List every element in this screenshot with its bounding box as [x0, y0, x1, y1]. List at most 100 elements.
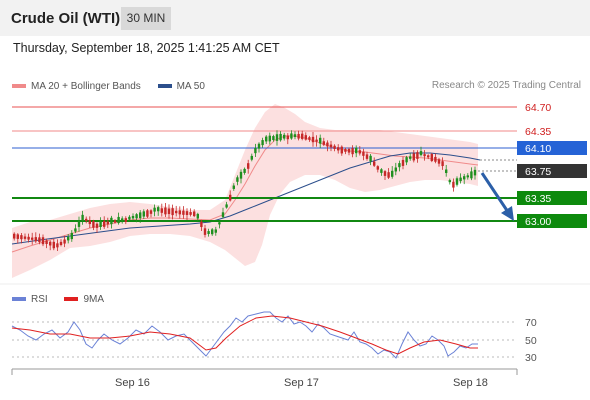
candle-body	[31, 237, 34, 240]
level-box-63-00	[517, 214, 587, 228]
candle-body	[286, 135, 289, 140]
candle-body	[409, 156, 412, 159]
candle-body	[337, 147, 340, 151]
candle-body	[470, 171, 473, 179]
candle-body	[347, 148, 351, 153]
candle-body	[236, 177, 239, 182]
candle-body	[160, 208, 163, 213]
candle-body	[149, 210, 153, 214]
rsi-panel: 70 50 30	[11, 311, 537, 364]
level-box-63-75	[517, 164, 587, 178]
instrument-title: Crude Oil (WTI)	[11, 10, 121, 27]
candle-body	[423, 154, 426, 157]
candle-body	[131, 215, 135, 219]
candle-body	[365, 154, 369, 159]
candle-body	[200, 221, 203, 228]
level-64-35: 64.35	[12, 126, 551, 138]
level-box-63-35	[517, 191, 587, 205]
candle-body	[167, 208, 171, 215]
candle-body	[110, 217, 113, 225]
candle-body	[189, 212, 192, 215]
level-label-64-70: 64.70	[525, 102, 551, 114]
candle-body	[459, 177, 462, 182]
candle-body	[124, 218, 127, 222]
legend-item-ma50: MA 50	[157, 81, 205, 92]
candle-body	[52, 241, 55, 249]
candle-body	[369, 155, 372, 162]
candle-body	[380, 169, 383, 173]
candle-body	[232, 185, 235, 189]
candle-body	[67, 236, 70, 241]
candle-body	[391, 170, 394, 177]
forecast-arrow	[480, 172, 514, 221]
legend-swatch-ma20	[12, 84, 26, 88]
candle-body	[157, 207, 160, 212]
candle-body	[455, 178, 459, 185]
candle-body	[95, 223, 99, 228]
level-63-75: 63.75	[478, 164, 587, 178]
level-label-63-00: 63.00	[525, 216, 551, 228]
rsi-level-label-50: 50	[525, 335, 537, 347]
candle-body	[243, 168, 246, 173]
rsi-level-label-30: 30	[525, 352, 537, 364]
candle-body	[221, 212, 225, 218]
candle-body	[45, 240, 48, 244]
candle-body	[326, 142, 329, 147]
candle-body	[113, 220, 117, 223]
candle-body	[27, 236, 30, 240]
candle-body	[387, 172, 390, 178]
candle-body	[171, 208, 174, 216]
candle-body	[193, 211, 196, 217]
candle-body	[340, 146, 343, 154]
candle-body	[250, 155, 253, 160]
candle-body	[283, 134, 286, 139]
candle-body	[445, 169, 448, 174]
legend-swatch-rsi	[12, 297, 26, 301]
candle-body	[135, 214, 138, 219]
level-label-63-35: 63.35	[525, 193, 551, 205]
x-axis: Sep 16 Sep 17 Sep 18	[11, 368, 518, 389]
candle-body	[322, 141, 325, 145]
candle-body	[344, 149, 347, 152]
candle-body	[398, 163, 401, 168]
candle-body	[164, 207, 167, 215]
candle-body	[185, 211, 189, 216]
candle-body	[81, 214, 84, 222]
candle-body	[99, 220, 102, 228]
candle-body	[466, 175, 469, 178]
ma20-line	[11, 135, 479, 253]
candle-body	[218, 222, 221, 225]
candle-body	[49, 241, 52, 246]
candle-body	[383, 171, 387, 176]
timestamp: Thursday, September 18, 2025 1:41:25 AM …	[13, 41, 280, 55]
candle-body	[279, 133, 282, 141]
candle-body	[128, 216, 131, 220]
candle-body	[70, 232, 73, 240]
chart-header: Crude Oil (WTI) 30 MIN	[0, 0, 590, 36]
level-label-63-75: 63.75	[525, 166, 551, 178]
rsi-line	[11, 311, 478, 359]
candle-body	[261, 140, 264, 146]
level-63-35: 63.35	[12, 191, 587, 205]
candle-body	[257, 143, 261, 149]
candle-body	[304, 135, 307, 140]
level-64-70: 64.70	[12, 102, 551, 114]
candle-body	[229, 194, 232, 201]
candle-body	[441, 161, 444, 167]
candle-body	[329, 144, 333, 148]
candle-body	[88, 220, 91, 225]
candle-body	[362, 151, 365, 156]
timeframe-badge[interactable]: 30 MIN	[121, 7, 171, 30]
candle-body	[13, 233, 16, 239]
candle-body	[401, 159, 405, 166]
candle-body	[63, 239, 66, 244]
candle-body	[182, 210, 185, 215]
candle-body	[430, 154, 433, 162]
candlesticks	[13, 130, 477, 251]
level-label-64-10: 64.10	[525, 143, 551, 155]
legend-item-9ma: 9MA	[64, 294, 104, 305]
candle-body	[308, 137, 311, 140]
candle-body	[355, 147, 358, 154]
candle-body	[225, 204, 228, 208]
